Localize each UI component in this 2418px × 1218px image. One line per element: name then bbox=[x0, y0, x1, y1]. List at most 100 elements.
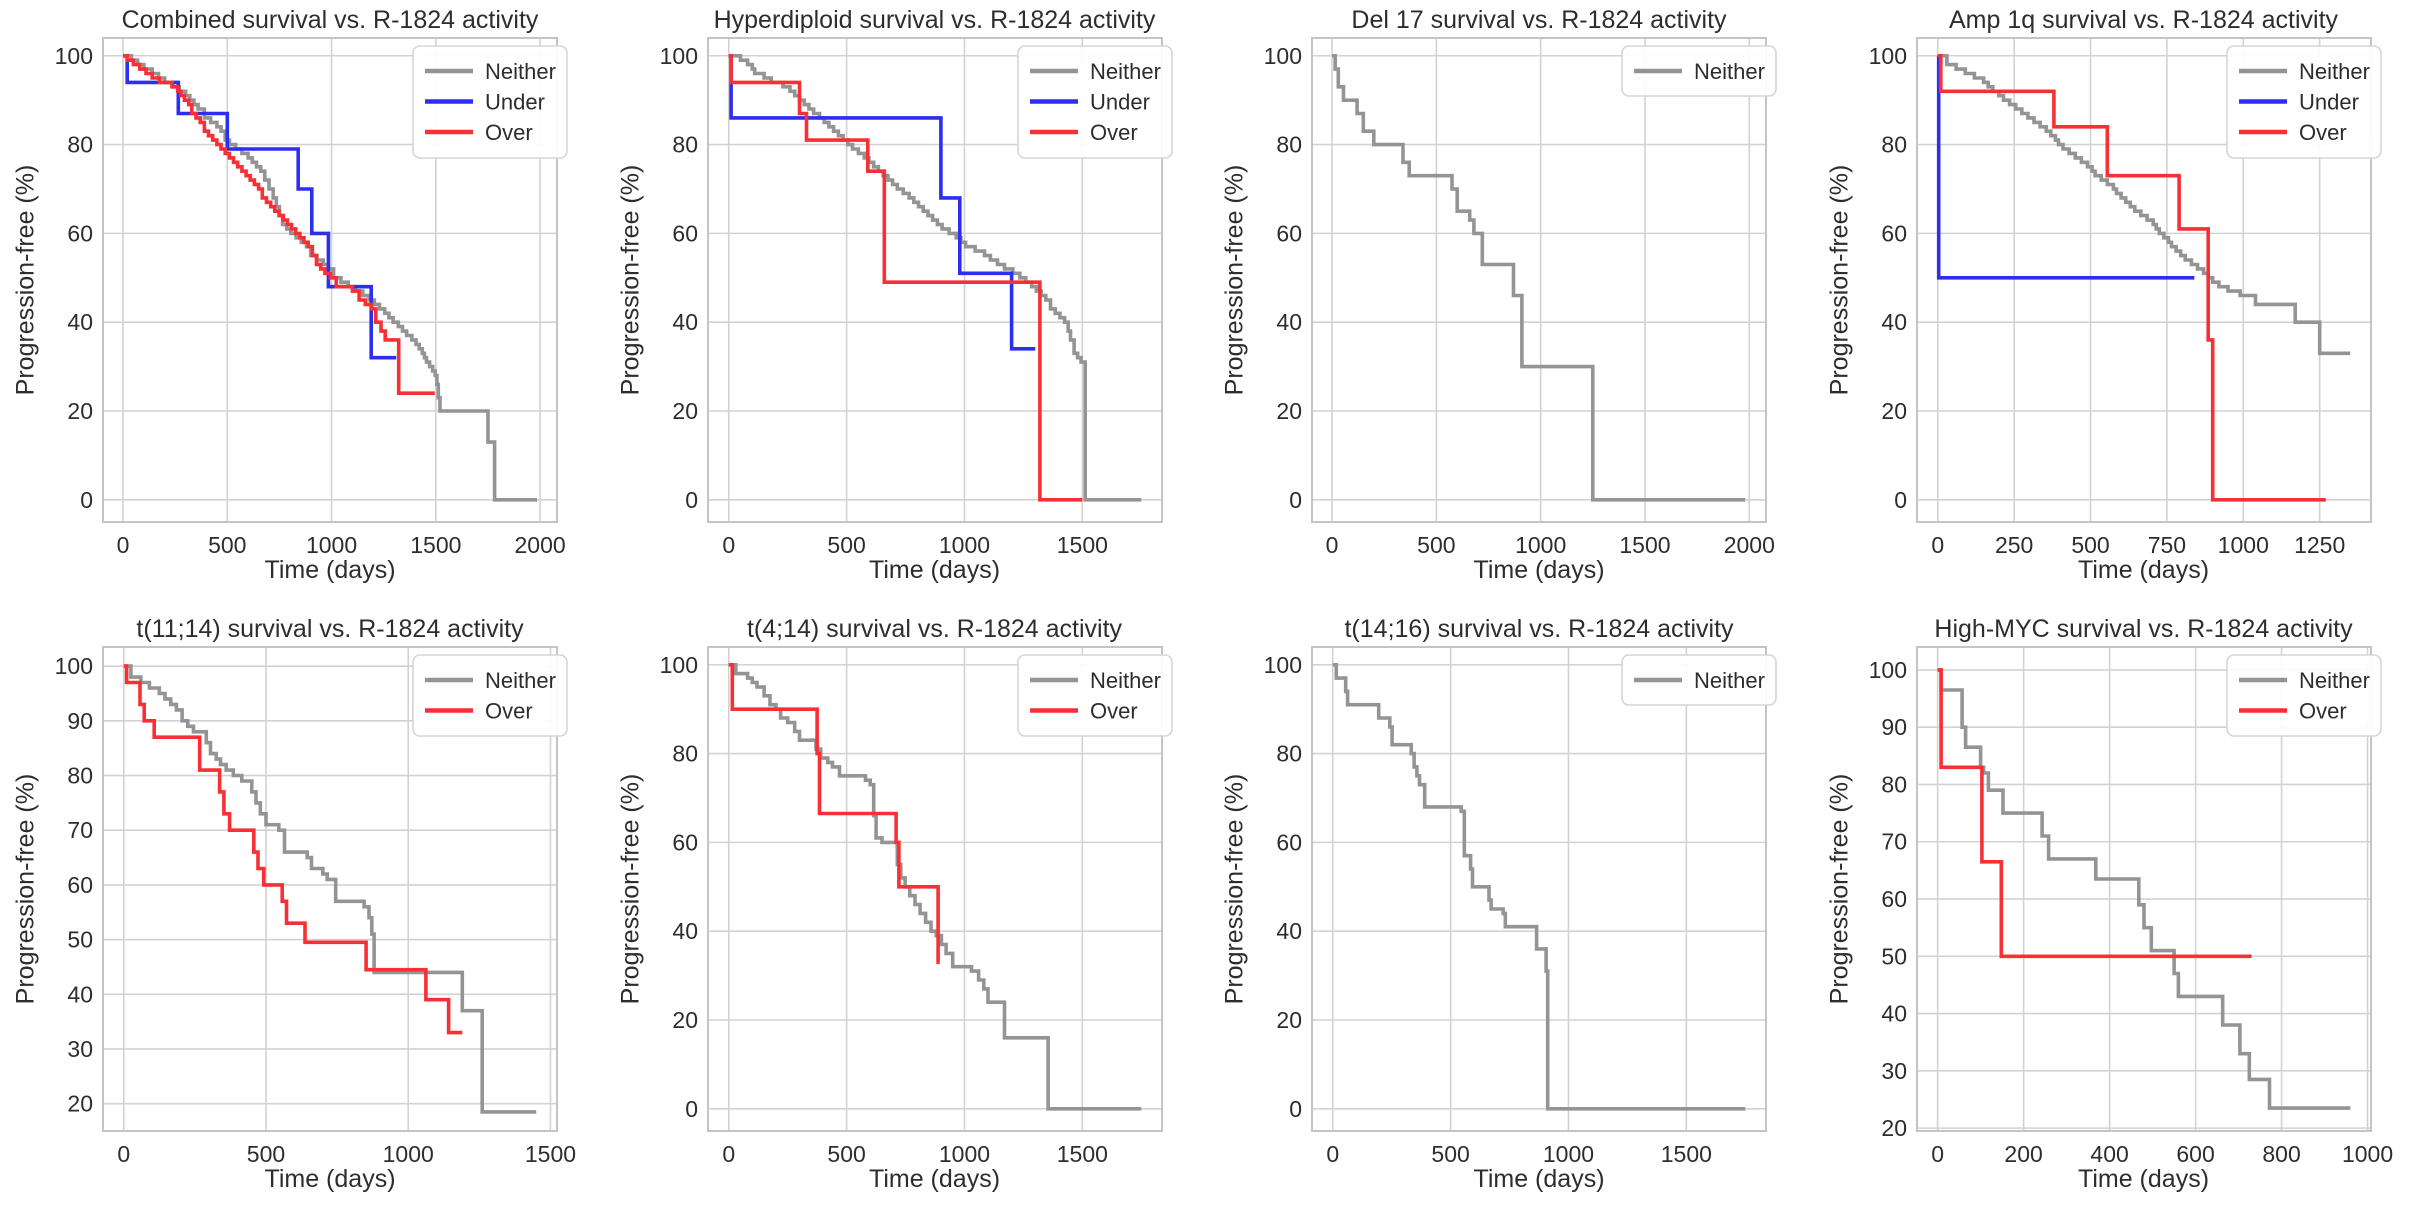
x-tick-label: 1000 bbox=[1515, 532, 1566, 558]
legend-label: Neither bbox=[485, 668, 556, 693]
legend: Neither Over bbox=[1016, 654, 1173, 737]
x-tick-label: 400 bbox=[2090, 1141, 2128, 1167]
x-tick-label: 500 bbox=[827, 532, 865, 558]
gridlines bbox=[1312, 38, 1766, 522]
tick-labels: 0 250 500 750 1000 1250 0 20 40 60 80 100 bbox=[1868, 43, 2345, 558]
x-tick-label: 1500 bbox=[1661, 1141, 1712, 1167]
legend-label: Under bbox=[2299, 90, 2359, 115]
x-tick-label: 1000 bbox=[1543, 1141, 1594, 1167]
x-tick-label: 500 bbox=[827, 1141, 865, 1167]
y-tick-label: 80 bbox=[1881, 132, 1907, 158]
legend-label: Neither bbox=[1090, 59, 1161, 84]
x-tick-label: 1500 bbox=[525, 1141, 576, 1167]
y-tick-label: 60 bbox=[1881, 220, 1907, 246]
y-tick-label: 0 bbox=[685, 1096, 698, 1122]
y-tick-label: 60 bbox=[67, 872, 93, 898]
x-tick-label: 1500 bbox=[1056, 1141, 1107, 1167]
axes-frame bbox=[1311, 646, 1767, 1132]
legend-label: Neither bbox=[2299, 59, 2370, 84]
x-tick-label: 2000 bbox=[1724, 532, 1775, 558]
y-tick-label: 0 bbox=[1289, 1096, 1302, 1122]
axes-frame bbox=[706, 646, 1163, 1132]
y-tick-label: 100 bbox=[1868, 657, 1906, 683]
y-tick-label: 80 bbox=[67, 763, 93, 789]
axes-frame bbox=[706, 37, 1163, 523]
legend: Neither Over bbox=[412, 654, 568, 737]
series-neither bbox=[123, 54, 537, 502]
x-tick-label: 0 bbox=[1931, 532, 1944, 558]
series-neither bbox=[1332, 663, 1746, 1111]
series-over bbox=[123, 54, 435, 395]
x-tick-label: 1250 bbox=[2294, 532, 2345, 558]
axes-frame bbox=[1915, 646, 2372, 1132]
y-tick-label: 20 bbox=[1276, 398, 1302, 424]
x-tick-label: 2000 bbox=[515, 532, 566, 558]
y-tick-label: 60 bbox=[1881, 886, 1907, 912]
x-tick-label: 1500 bbox=[1056, 532, 1107, 558]
x-tick-label: 600 bbox=[2176, 1141, 2214, 1167]
tick-labels: 0 500 1000 1500 2000 0 20 40 60 80 100 bbox=[55, 43, 566, 558]
legend-label: Over bbox=[2299, 120, 2347, 145]
subplot-del17: Del 17 survival vs. R-1824 activity Prog… bbox=[1209, 0, 1814, 609]
y-tick-label: 0 bbox=[685, 487, 698, 513]
x-axis-label: Time (days) bbox=[264, 556, 396, 584]
x-axis-label: Time (days) bbox=[264, 1165, 396, 1193]
x-axis-label: Time (days) bbox=[2077, 1165, 2210, 1193]
legend-label: Neither bbox=[485, 59, 556, 84]
series-neither bbox=[1937, 668, 2350, 1110]
y-tick-label: 100 bbox=[659, 43, 697, 69]
legend-label: Neither bbox=[1694, 59, 1765, 84]
y-tick-label: 40 bbox=[1881, 1001, 1907, 1027]
subplot-high-myc: High-MYC survival vs. R-1824 activity Pr… bbox=[1814, 609, 2418, 1218]
y-tick-label: 70 bbox=[1881, 829, 1907, 855]
y-tick-label: 100 bbox=[1868, 43, 1906, 69]
y-tick-label: 100 bbox=[1264, 652, 1302, 678]
x-tick-label: 1500 bbox=[410, 532, 461, 558]
x-tick-label: 1000 bbox=[938, 532, 989, 558]
plot-area: 0 500 1000 1500 0 20 40 60 80 100 Neither Over bbox=[659, 646, 1173, 1167]
x-tick-label: 0 bbox=[117, 532, 130, 558]
series-neither bbox=[1332, 54, 1746, 502]
subplot-amp1q: Amp 1q survival vs. R-1824 activity Prog… bbox=[1814, 0, 2418, 609]
x-tick-label: 500 bbox=[1431, 1141, 1469, 1167]
plot-area: 0 500 1000 1500 20 30 40 50 60 70 80 90 100 Neither Ov… bbox=[55, 646, 576, 1167]
y-tick-label: 0 bbox=[1289, 487, 1302, 513]
legend: Neither Under Over bbox=[412, 45, 568, 159]
y-tick-label: 60 bbox=[67, 220, 93, 246]
subplot-t11-14: t(11;14) survival vs. R-1824 activity Pr… bbox=[0, 609, 605, 1218]
legend-label: Under bbox=[1090, 90, 1150, 115]
x-tick-label: 0 bbox=[117, 1141, 130, 1167]
chart-title: Hyperdiploid survival vs. R-1824 activit… bbox=[713, 6, 1156, 34]
y-tick-label: 20 bbox=[1881, 1115, 1907, 1141]
legend-label: Under bbox=[485, 90, 545, 115]
plot-area: 0 500 1000 1500 0 20 40 60 80 100 Neither Under Over bbox=[659, 37, 1173, 558]
x-tick-label: 1500 bbox=[1619, 532, 1670, 558]
y-tick-label: 70 bbox=[67, 817, 93, 843]
x-tick-label: 200 bbox=[2004, 1141, 2042, 1167]
y-tick-label: 100 bbox=[55, 43, 93, 69]
y-tick-label: 20 bbox=[672, 1007, 698, 1033]
chart-title: Del 17 survival vs. R-1824 activity bbox=[1351, 6, 1727, 34]
subplot-t14-16: t(14;16) survival vs. R-1824 activity Pr… bbox=[1209, 609, 1814, 1218]
y-tick-label: 40 bbox=[672, 918, 698, 944]
y-tick-label: 100 bbox=[659, 652, 697, 678]
series-neither bbox=[728, 54, 1141, 502]
legend-label: Over bbox=[2299, 699, 2347, 724]
subplot-t4-14: t(4;14) survival vs. R-1824 activity Pro… bbox=[605, 609, 1210, 1218]
x-axis-label: Time (days) bbox=[2077, 556, 2210, 584]
axes-frame bbox=[1915, 37, 2372, 523]
y-tick-label: 100 bbox=[55, 653, 93, 679]
x-tick-label: 500 bbox=[2071, 532, 2109, 558]
x-tick-label: 500 bbox=[208, 532, 246, 558]
tick-labels: 0 500 1000 1500 20 30 40 50 60 70 80 90 100 bbox=[55, 653, 576, 1167]
legend: Neither Under Over bbox=[2225, 45, 2382, 159]
tick-labels: 0 500 1000 1500 2000 0 20 40 60 80 100 bbox=[1264, 43, 1775, 558]
subplot-hyperdiploid: Hyperdiploid survival vs. R-1824 activit… bbox=[605, 0, 1210, 609]
x-tick-label: 1000 bbox=[938, 1141, 989, 1167]
legend-label: Neither bbox=[2299, 668, 2370, 693]
legend-label: Neither bbox=[1694, 668, 1765, 693]
chart-title: Combined survival vs. R-1824 activity bbox=[121, 6, 539, 34]
chart-title: High-MYC survival vs. R-1824 activity bbox=[1934, 615, 2353, 643]
y-tick-label: 80 bbox=[672, 741, 698, 767]
